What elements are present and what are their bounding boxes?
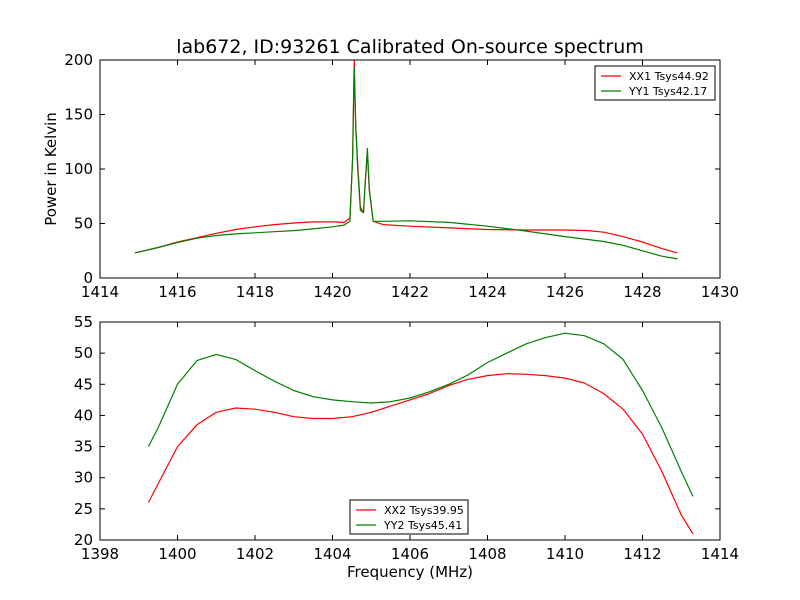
- y-tick-label: 50: [74, 344, 93, 362]
- y-tick-label: 40: [74, 406, 93, 424]
- legend-label: YY1 Tsys42.17: [628, 85, 707, 98]
- series-line-1: [147, 373, 694, 535]
- legend-label: XX1 Tsys44.92: [629, 70, 709, 83]
- x-tick-label: 1402: [236, 545, 274, 563]
- x-axis-label: Frequency (MHz): [347, 563, 473, 581]
- bottom-plot: 1398 1400 1402 1404 1406 1408 1410 1412 1414 20 25…: [74, 313, 739, 563]
- legend-box: [349, 499, 469, 535]
- x-tick-label: 1420: [313, 283, 351, 301]
- y-tick-label: 25: [74, 500, 93, 518]
- y-tick-label: 30: [74, 469, 93, 487]
- x-tick-label: 1398: [81, 545, 119, 563]
- y-tick-label: 200: [64, 51, 93, 69]
- y-tick-label: 45: [74, 375, 93, 393]
- x-tick-label: 1430: [701, 283, 739, 301]
- legend: XX2 Tsys39.95 YY2 Tsys45.41: [349, 499, 469, 535]
- y-tick-label: 50: [74, 215, 93, 233]
- x-tick-label: 1406: [391, 545, 429, 563]
- x-tick-label: 1400: [158, 545, 196, 563]
- x-tick-label: 1414: [81, 283, 119, 301]
- legend-box: [594, 65, 716, 101]
- x-tick-label: 1414: [701, 545, 739, 563]
- y-tick-label: 100: [64, 160, 93, 178]
- x-tick-label: 1428: [623, 283, 661, 301]
- y-axis-label: Power in Kelvin: [42, 112, 60, 226]
- top-plot: 1414 1416 1418 1420 1422 1424 1426 1428 1430 0 50 1…: [64, 51, 739, 301]
- series-line-2: [134, 67, 678, 260]
- x-tick-label: 1412: [623, 545, 661, 563]
- y-tick-label: 35: [74, 438, 93, 456]
- x-tick-label: 1422: [391, 283, 429, 301]
- x-tick-label: 1410: [546, 545, 584, 563]
- legend-label: YY2 Tsys45.41: [383, 519, 462, 532]
- legend: XX1 Tsys44.92 YY1 Tsys42.17: [594, 65, 716, 101]
- y-tick-label: 0: [83, 269, 93, 287]
- y-tick-label: 20: [74, 531, 93, 549]
- x-tick-label: 1404: [313, 545, 351, 563]
- x-tick-label: 1416: [158, 283, 196, 301]
- series-line-2: [147, 332, 694, 497]
- x-tick-label: 1426: [546, 283, 584, 301]
- x-tick-label: 1418: [236, 283, 274, 301]
- x-tick-label: 1408: [468, 545, 506, 563]
- legend-label: XX2 Tsys39.95: [384, 504, 464, 517]
- y-tick-label: 55: [74, 313, 93, 331]
- x-tick-label: 1424: [468, 283, 506, 301]
- chart-title: lab672, ID:93261 Calibrated On-source sp…: [176, 36, 644, 58]
- y-tick-label: 150: [64, 106, 93, 124]
